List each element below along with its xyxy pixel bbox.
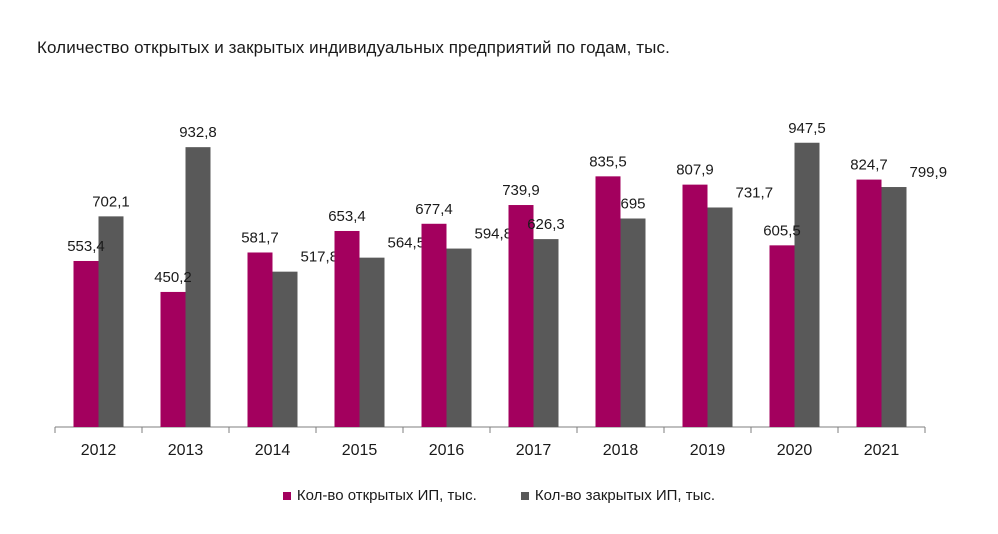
x-tick-label: 2015 — [342, 442, 378, 459]
x-tick-label: 2012 — [81, 442, 117, 459]
x-tick-label: 2016 — [429, 442, 465, 459]
data-label-closed: 517,8 — [301, 249, 339, 266]
bar-closed — [881, 187, 907, 427]
bar-opened — [856, 179, 882, 427]
data-label-opened: 824,7 — [850, 157, 888, 174]
bar-closed — [794, 142, 820, 427]
data-label-opened: 553,4 — [67, 238, 105, 255]
data-label-closed: 594,8 — [475, 226, 513, 243]
bar-closed — [272, 271, 298, 427]
x-tick-label: 2013 — [168, 442, 204, 459]
x-tick-label: 2021 — [864, 442, 900, 459]
data-label-opened: 605,5 — [763, 222, 801, 239]
legend-swatch-opened — [282, 491, 291, 500]
bar-opened — [73, 260, 99, 427]
bar-closed — [620, 218, 646, 427]
legend-item-closed: Кол-во закрытых ИП, тыс. — [520, 487, 716, 504]
bar-opened — [421, 223, 447, 427]
data-label-closed: 799,9 — [910, 164, 948, 181]
data-label-opened: 835,5 — [589, 153, 627, 170]
data-label-closed: 932,8 — [179, 124, 217, 141]
bar-closed — [533, 239, 559, 427]
bar-closed — [359, 257, 385, 427]
bar-opened — [334, 230, 360, 427]
data-label-opened: 739,9 — [502, 182, 540, 199]
bar-opened — [595, 176, 621, 427]
bar-opened — [160, 291, 186, 427]
data-label-opened: 581,7 — [241, 229, 279, 246]
data-label-closed: 564,5 — [388, 235, 426, 252]
bar-closed — [98, 216, 124, 427]
x-tick-label: 2019 — [690, 442, 726, 459]
bar-opened — [769, 245, 795, 427]
data-label-closed: 947,5 — [788, 120, 826, 137]
bar-opened — [682, 184, 708, 427]
legend: Кол-во открытых ИП, тыс. Кол-во закрытых… — [0, 487, 998, 504]
data-label-closed: 731,7 — [736, 184, 774, 201]
x-tick-label: 2018 — [603, 442, 639, 459]
chart-title: Количество открытых и закрытых индивидуа… — [37, 38, 670, 57]
bar-closed — [446, 248, 472, 427]
bar-closed — [707, 207, 733, 427]
x-tick-label: 2014 — [255, 442, 291, 459]
data-label-opened: 807,9 — [676, 162, 714, 179]
x-tick-label: 2020 — [777, 442, 813, 459]
data-label-opened: 653,4 — [328, 208, 366, 225]
bar-closed — [185, 147, 211, 427]
legend-label-opened: Кол-во открытых ИП, тыс. — [296, 487, 477, 504]
legend-swatch-closed — [520, 491, 529, 500]
bar-opened — [247, 252, 273, 427]
bar-opened — [508, 205, 534, 427]
legend-label-closed: Кол-во закрытых ИП, тыс. — [534, 487, 716, 504]
legend-item-opened: Кол-во открытых ИП, тыс. — [282, 487, 477, 504]
data-label-closed: 695 — [620, 196, 645, 213]
data-label-closed: 626,3 — [527, 216, 565, 233]
data-label-opened: 677,4 — [415, 201, 453, 218]
data-label-closed: 702,1 — [92, 193, 130, 210]
data-label-opened: 450,2 — [154, 269, 192, 286]
x-tick-label: 2017 — [516, 442, 552, 459]
